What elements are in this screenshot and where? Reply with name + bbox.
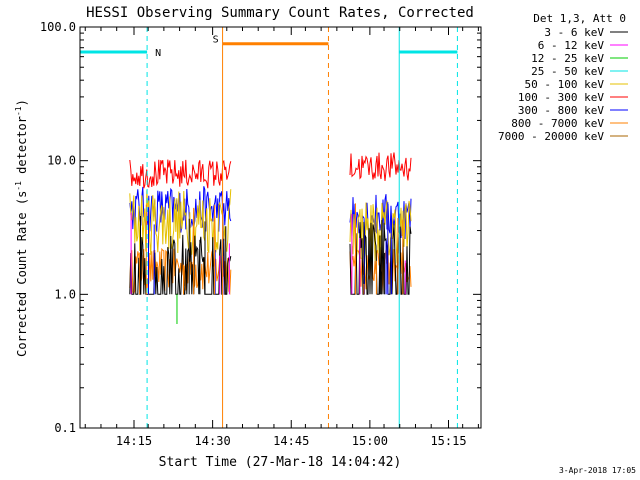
legend-label: 6 - 12 keV xyxy=(538,39,605,52)
plot-frame xyxy=(79,26,482,429)
y-axis-label: Corrected Count Rate (s-1 detector-1) xyxy=(14,99,29,357)
legend-label: 25 - 50 keV xyxy=(531,65,604,78)
chart-title: HESSI Observing Summary Count Rates, Cor… xyxy=(86,5,474,21)
footer-timestamp: 3-Apr-2018 17:05 xyxy=(559,466,636,475)
x-tick-label: 14:45 xyxy=(273,434,309,448)
series-line-100-300- xyxy=(349,152,412,182)
legend-label: 800 - 7000 keV xyxy=(511,117,604,130)
saa-label: S xyxy=(213,35,219,46)
data-layer xyxy=(129,152,412,324)
legend-label: 7000 - 20000 keV xyxy=(498,130,604,143)
x-axis: 14:15 14:30 14:45 15:00 15:15 xyxy=(84,27,479,448)
x-tick-label: 14:30 xyxy=(195,434,231,448)
series-line-3-6- xyxy=(349,220,412,295)
series-line-100-300- xyxy=(129,159,232,189)
y-axis: 0.1 1.0 10.0 100.0 xyxy=(40,20,481,435)
legend-label: 50 - 100 keV xyxy=(525,78,605,91)
night-label: N xyxy=(155,48,161,59)
x-axis-label: Start Time (27-Mar-18 14:04:42) xyxy=(159,455,402,470)
x-tick-label: 15:00 xyxy=(352,434,388,448)
x-tick-label: 15:15 xyxy=(430,434,466,448)
y-tick-label: 0.1 xyxy=(54,421,76,435)
y-tick-label: 100.0 xyxy=(40,20,76,34)
legend-title: Det 1,3, Att 0 xyxy=(533,12,626,25)
y-tick-label: 10.0 xyxy=(47,154,76,168)
x-tick-label: 14:15 xyxy=(116,434,152,448)
legend-label: 3 - 6 keV xyxy=(544,26,604,39)
y-tick-label: 1.0 xyxy=(54,287,76,301)
legend-label: 12 - 25 keV xyxy=(531,52,604,65)
legend-label: 300 - 800 keV xyxy=(518,104,604,117)
legend-label: 100 - 300 keV xyxy=(518,91,604,104)
